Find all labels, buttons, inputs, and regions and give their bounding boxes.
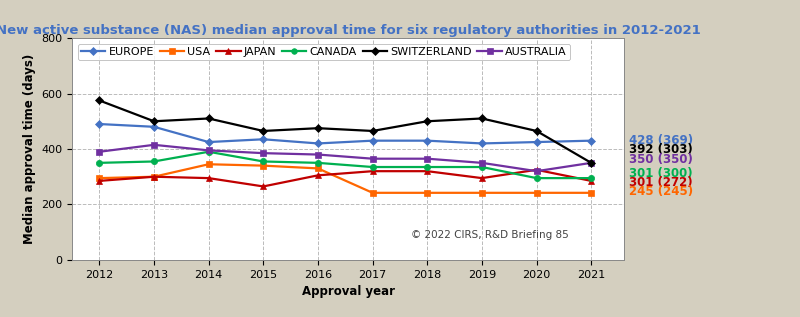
EUROPE (204, 140, 214, 144)
JAPAN (477, 176, 486, 180)
JAPAN (94, 179, 104, 183)
SWITZERLAND (532, 129, 542, 133)
Text: 392 (303): 392 (303) (630, 143, 694, 156)
AUSTRALIA (477, 161, 486, 165)
JAPAN (368, 169, 378, 173)
SWITZERLAND (368, 129, 378, 133)
JAPAN (204, 176, 214, 180)
Title: New active substance (NAS) median approval time for six regulatory authorities i: New active substance (NAS) median approv… (0, 24, 700, 37)
USA (258, 164, 268, 167)
SWITZERLAND (258, 129, 268, 133)
Line: CANADA: CANADA (96, 149, 594, 181)
USA (422, 191, 432, 195)
CANADA (532, 176, 542, 180)
AUSTRALIA (149, 143, 158, 147)
EUROPE (368, 139, 378, 143)
USA (204, 162, 214, 166)
AUSTRALIA (422, 157, 432, 161)
EUROPE (532, 140, 542, 144)
Text: 245 (245): 245 (245) (630, 185, 694, 198)
USA (532, 191, 542, 195)
EUROPE (313, 141, 322, 145)
JAPAN (149, 175, 158, 179)
Text: 301 (300): 301 (300) (630, 167, 693, 180)
SWITZERLAND (313, 126, 322, 130)
USA (313, 166, 322, 170)
JAPAN (313, 173, 322, 177)
CANADA (94, 161, 104, 165)
AUSTRALIA (94, 150, 104, 154)
Text: 301 (272): 301 (272) (630, 176, 693, 189)
AUSTRALIA (313, 153, 322, 157)
SWITZERLAND (204, 117, 214, 120)
USA (586, 191, 596, 195)
USA (368, 191, 378, 195)
AUSTRALIA (532, 169, 542, 173)
CANADA (586, 176, 596, 180)
Line: JAPAN: JAPAN (96, 167, 594, 190)
Legend: EUROPE, USA, JAPAN, CANADA, SWITZERLAND, AUSTRALIA: EUROPE, USA, JAPAN, CANADA, SWITZERLAND,… (78, 44, 570, 60)
CANADA (258, 159, 268, 163)
AUSTRALIA (368, 157, 378, 161)
EUROPE (422, 139, 432, 143)
AUSTRALIA (204, 148, 214, 152)
SWITZERLAND (94, 99, 104, 102)
AUSTRALIA (258, 151, 268, 155)
CANADA (422, 165, 432, 169)
Y-axis label: Median approval time (days): Median approval time (days) (22, 54, 35, 244)
SWITZERLAND (149, 120, 158, 123)
SWITZERLAND (477, 117, 486, 120)
CANADA (477, 165, 486, 169)
CANADA (313, 161, 322, 165)
Line: SWITZERLAND: SWITZERLAND (96, 97, 594, 166)
Line: USA: USA (96, 161, 594, 196)
Text: © 2022 CIRS, R&D Briefing 85: © 2022 CIRS, R&D Briefing 85 (411, 230, 570, 240)
CANADA (149, 159, 158, 163)
EUROPE (477, 141, 486, 145)
EUROPE (149, 125, 158, 129)
JAPAN (422, 169, 432, 173)
AUSTRALIA (586, 161, 596, 165)
Line: AUSTRALIA: AUSTRALIA (96, 142, 594, 174)
CANADA (368, 165, 378, 169)
Line: EUROPE: EUROPE (96, 121, 594, 146)
USA (477, 191, 486, 195)
USA (94, 176, 104, 180)
SWITZERLAND (422, 120, 432, 123)
X-axis label: Approval year: Approval year (302, 285, 394, 298)
EUROPE (586, 139, 596, 143)
EUROPE (258, 137, 268, 141)
CANADA (204, 150, 214, 154)
JAPAN (532, 168, 542, 172)
Text: 428 (369): 428 (369) (630, 133, 694, 147)
JAPAN (258, 184, 268, 188)
EUROPE (94, 122, 104, 126)
Text: 350 (350): 350 (350) (630, 153, 694, 166)
USA (149, 175, 158, 179)
SWITZERLAND (586, 161, 596, 165)
JAPAN (586, 179, 596, 183)
